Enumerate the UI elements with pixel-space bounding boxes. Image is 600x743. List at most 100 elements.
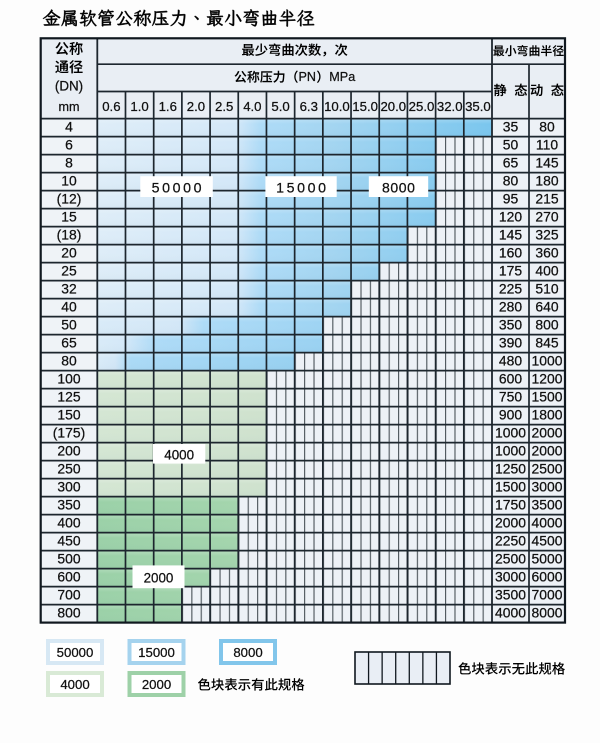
svg-text:1750: 1750: [495, 497, 526, 513]
svg-text:1000: 1000: [495, 443, 526, 459]
svg-text:10: 10: [61, 173, 77, 189]
svg-text:500: 500: [57, 551, 80, 567]
svg-text:80: 80: [503, 173, 519, 189]
svg-text:5.0: 5.0: [271, 99, 289, 114]
svg-text:150: 150: [57, 407, 80, 423]
svg-text:25.0: 25.0: [409, 99, 435, 114]
svg-text:1000: 1000: [495, 425, 526, 441]
svg-text:120: 120: [499, 209, 522, 225]
svg-text:95: 95: [503, 191, 519, 207]
svg-text:15.0: 15.0: [352, 99, 378, 114]
svg-text:640: 640: [535, 299, 558, 315]
svg-text:450: 450: [57, 533, 80, 549]
svg-text:50: 50: [61, 317, 77, 333]
svg-text:6: 6: [65, 137, 73, 153]
svg-text:700: 700: [57, 587, 80, 603]
svg-text:600: 600: [57, 569, 80, 585]
svg-text:200: 200: [57, 443, 80, 459]
svg-text:2.5: 2.5: [215, 99, 233, 114]
svg-text:480: 480: [499, 353, 522, 369]
svg-text:390: 390: [499, 335, 522, 351]
svg-text:800: 800: [535, 317, 558, 333]
svg-text:15000: 15000: [276, 181, 328, 197]
svg-text:110: 110: [536, 137, 558, 153]
svg-text:35.0: 35.0: [465, 99, 491, 114]
svg-text:600: 600: [499, 371, 522, 387]
svg-text:2250: 2250: [495, 533, 526, 549]
svg-text:(175): (175): [53, 425, 85, 441]
svg-text:20.0: 20.0: [380, 99, 406, 114]
svg-text:(DN): (DN): [55, 78, 83, 93]
svg-text:2000: 2000: [144, 571, 174, 586]
svg-text:1.0: 1.0: [130, 99, 148, 114]
svg-text:65: 65: [61, 335, 77, 351]
svg-text:2000: 2000: [495, 515, 526, 531]
svg-text:1200: 1200: [532, 371, 563, 387]
svg-text:145: 145: [535, 155, 558, 171]
svg-text:4000: 4000: [60, 677, 89, 692]
svg-text:845: 845: [535, 335, 558, 351]
svg-text:MPa: MPa: [329, 70, 355, 84]
svg-text:900: 900: [499, 407, 522, 423]
svg-text:215: 215: [535, 191, 558, 207]
svg-text:35: 35: [503, 119, 519, 135]
svg-text:100: 100: [57, 371, 80, 387]
svg-text:8000: 8000: [532, 605, 563, 621]
svg-text:1250: 1250: [495, 461, 526, 477]
svg-text:3000: 3000: [495, 569, 526, 585]
svg-text:800: 800: [57, 605, 80, 621]
svg-text:1.6: 1.6: [159, 99, 177, 114]
svg-text:400: 400: [57, 515, 80, 531]
svg-text:8: 8: [65, 155, 73, 171]
svg-text:3500: 3500: [495, 587, 526, 603]
svg-text:32.0: 32.0: [437, 99, 463, 114]
svg-text:750: 750: [499, 389, 522, 405]
svg-text:225: 225: [499, 281, 522, 297]
svg-text:3500: 3500: [532, 497, 563, 513]
svg-text:15000: 15000: [138, 645, 175, 660]
svg-text:2000: 2000: [142, 677, 171, 692]
svg-text:6000: 6000: [532, 569, 563, 585]
svg-text:250: 250: [57, 461, 80, 477]
svg-text:(18): (18): [57, 227, 82, 243]
svg-text:1500: 1500: [495, 479, 526, 495]
svg-text:40: 40: [61, 299, 77, 315]
svg-text:4000: 4000: [164, 448, 194, 463]
svg-text:7000: 7000: [532, 587, 563, 603]
svg-text:8000: 8000: [233, 645, 262, 660]
svg-text:1000: 1000: [532, 353, 563, 369]
svg-text:270: 270: [535, 209, 558, 225]
svg-text:3000: 3000: [532, 479, 563, 495]
svg-text:65: 65: [503, 155, 519, 171]
svg-text:350: 350: [499, 317, 522, 333]
svg-text:32: 32: [61, 281, 77, 297]
svg-text:(12): (12): [57, 191, 82, 207]
svg-text:50000: 50000: [152, 181, 204, 197]
svg-text:280: 280: [499, 299, 522, 315]
svg-text:325: 325: [535, 227, 558, 243]
svg-text:4.0: 4.0: [243, 99, 261, 114]
svg-text:2000: 2000: [532, 443, 563, 459]
svg-text:80: 80: [539, 119, 555, 135]
svg-text:6.3: 6.3: [300, 99, 318, 114]
svg-text:15: 15: [61, 209, 77, 225]
svg-text:1500: 1500: [532, 389, 563, 405]
svg-text:1800: 1800: [532, 407, 563, 423]
svg-text:PN: PN: [299, 70, 317, 84]
svg-text:180: 180: [535, 173, 558, 189]
svg-text:8000: 8000: [382, 180, 416, 196]
svg-text:mm: mm: [59, 100, 80, 114]
svg-text:20: 20: [61, 245, 77, 261]
svg-text:4: 4: [65, 119, 73, 135]
svg-text:125: 125: [57, 389, 80, 405]
svg-text:4000: 4000: [532, 515, 563, 531]
svg-text:5000: 5000: [532, 551, 563, 567]
svg-text:25: 25: [61, 263, 77, 279]
svg-text:360: 360: [535, 245, 558, 261]
svg-text:2500: 2500: [495, 551, 526, 567]
svg-text:50000: 50000: [57, 645, 94, 660]
svg-text:400: 400: [535, 263, 558, 279]
svg-text:10.0: 10.0: [324, 99, 350, 114]
svg-text:350: 350: [57, 497, 80, 513]
svg-text:145: 145: [499, 227, 522, 243]
